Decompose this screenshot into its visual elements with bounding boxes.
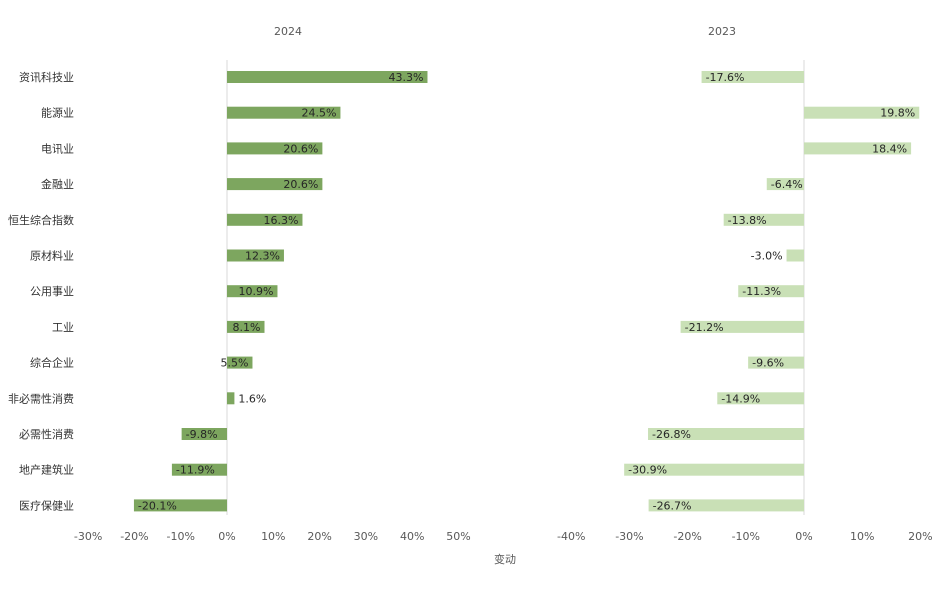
p2024-x-tick-label: -20% [120, 530, 148, 543]
category-label: 资讯科技业 [19, 70, 74, 84]
x-axis-label: 变动 [494, 552, 516, 566]
category-label: 恒生综合指数 [8, 213, 74, 227]
panel-2023-title: 2023 [708, 25, 736, 38]
p2024-bar [133, 499, 227, 512]
p2023-bar [748, 356, 804, 369]
p2024-x-tick-label: -10% [166, 530, 194, 543]
category-label: 金融业 [41, 177, 74, 191]
p2023-data-label: -9.6% [752, 357, 784, 370]
p2023-bar [786, 249, 804, 262]
p2023-bar [804, 142, 912, 155]
p2023-data-label: -17.6% [706, 71, 745, 84]
p2023-bar [701, 71, 804, 83]
p2023-data-label: -11.3% [742, 285, 781, 298]
p2023-x-tick-label: -10% [732, 530, 760, 543]
category-label: 电讯业 [41, 142, 74, 155]
p2024-x-tick-label: 20% [307, 530, 331, 543]
p2023-x-tick-label: 0% [795, 530, 812, 543]
p2024-data-label: 10.9% [239, 285, 274, 298]
category-label: 地产建筑业 [19, 463, 74, 477]
p2023-data-label: -30.9% [628, 464, 667, 477]
category-label: 工业 [52, 321, 74, 334]
p2024-data-label: 43.3% [389, 71, 424, 84]
p2023-data-label: -21.2% [685, 321, 724, 334]
p2023-bar [624, 463, 804, 476]
p2023-bar [717, 392, 804, 405]
p2024-data-label: 12.3% [245, 250, 280, 263]
p2023-data-label: 18.4% [872, 142, 907, 155]
p2024-data-label: 5.5% [221, 357, 249, 370]
category-label: 能源业 [41, 106, 74, 120]
p2024-x-tick-label: 0% [218, 530, 235, 543]
p2024-data-label: 24.5% [301, 107, 336, 120]
category-label: 必需性消费 [19, 427, 74, 441]
p2024-x-tick-label: 50% [446, 530, 470, 543]
p2024-bar [227, 178, 323, 191]
p2024-bar [227, 142, 323, 155]
p2023-bar [738, 285, 804, 298]
p2023-data-label: -13.8% [728, 214, 767, 227]
p2023-x-tick-label: 10% [850, 530, 874, 543]
p2024-bar [227, 106, 341, 119]
p2024-x-tick-label: 10% [261, 530, 285, 543]
p2023-data-label: -14.9% [721, 392, 760, 405]
p2024-data-label: 1.6% [238, 392, 266, 405]
bars-layer [133, 71, 920, 512]
p2023-x-tick-label: -40% [557, 530, 585, 543]
p2024-data-label: -9.8% [186, 428, 218, 441]
p2024-data-label: 8.1% [233, 321, 261, 334]
category-label: 非必需性消费 [8, 391, 74, 405]
p2024-data-label: -11.9% [176, 464, 215, 477]
category-label: 原材料业 [30, 249, 74, 263]
p2024-x-tick-label: 40% [400, 530, 424, 543]
p2024-bar [227, 213, 303, 226]
p2024-bar [227, 249, 284, 262]
p2023-x-tick-label: -30% [615, 530, 643, 543]
p2024-data-label: 20.6% [283, 142, 318, 155]
p2023-data-label: -3.0% [751, 250, 783, 263]
p2024-data-label: -20.1% [138, 499, 177, 512]
p2024-data-label: 20.6% [283, 178, 318, 191]
p2023-data-label: 19.8% [880, 107, 915, 120]
p2023-data-label: -6.4% [771, 178, 803, 191]
p2023-bar [766, 178, 804, 191]
p2023-bar [680, 320, 804, 333]
p2023-data-label: -26.8% [652, 428, 691, 441]
p2024-bar [181, 428, 227, 440]
grid-layer [226, 60, 805, 515]
p2024-bar [227, 320, 265, 333]
p2024-bar [227, 356, 253, 369]
p2023-bar [723, 213, 804, 226]
p2024-bar [171, 463, 227, 476]
labels-layer: 资讯科技业能源业电讯业金融业恒生综合指数原材料业公用事业工业综合企业非必需性消费… [8, 70, 933, 543]
p2023-bar [648, 499, 804, 512]
p2023-bar [804, 106, 920, 119]
p2023-bar [648, 428, 804, 440]
p2024-bar [227, 392, 235, 405]
p2023-x-tick-label: -20% [673, 530, 701, 543]
category-label: 医疗保健业 [19, 498, 74, 512]
p2023-x-tick-label: 20% [908, 530, 932, 543]
p2024-bar [227, 285, 278, 298]
p2024-x-tick-label: 30% [354, 530, 378, 543]
category-label: 综合企业 [30, 356, 74, 370]
category-label: 公用事业 [30, 285, 74, 298]
panel-2024-title: 2024 [274, 25, 302, 38]
p2023-data-label: -26.7% [653, 499, 692, 512]
p2024-bar [227, 71, 428, 83]
p2024-x-tick-label: -30% [74, 530, 102, 543]
p2024-data-label: 16.3% [264, 214, 299, 227]
